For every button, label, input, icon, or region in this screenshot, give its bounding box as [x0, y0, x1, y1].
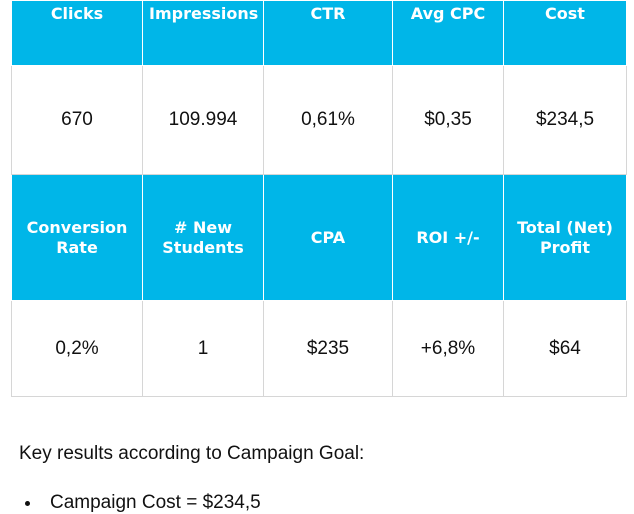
header-total-net-profit: Total (Net) Profit: [503, 174, 627, 301]
summary-heading: Key results according to Campaign Goal:: [19, 443, 365, 464]
header-line: Conversion: [26, 217, 128, 237]
header-roi: ROI +/-: [392, 174, 504, 301]
header-conversion-rate: Conversion Rate: [11, 174, 143, 301]
header-row: Clicks Impressions CTR Avg CPC Cost: [11, 0, 627, 66]
header-line: ROI +/-: [416, 227, 480, 247]
list-item-text: Campaign Cost = $234,5: [50, 492, 261, 513]
value-avg-cpc: $0,35: [392, 65, 504, 175]
value-cost: $234,5: [503, 65, 627, 175]
header-impressions: Impressions: [142, 0, 264, 66]
value-impressions: 109.994: [142, 65, 264, 175]
header-line: CPA: [310, 227, 346, 247]
header-line: Students: [162, 237, 244, 257]
value-conversion-rate: 0,2%: [11, 300, 143, 397]
value-row: 0,2% 1 $235 +6,8% $64: [11, 300, 627, 397]
value-new-students: 1: [142, 300, 264, 397]
list-item: Campaign Cost = $234,5: [19, 492, 261, 514]
value-row: 670 109.994 0,61% $0,35 $234,5: [11, 65, 627, 175]
header-row: Conversion Rate # New Students CPA ROI +…: [11, 174, 627, 301]
summary-list: Campaign Cost = $234,5: [19, 492, 261, 514]
metrics-table: Clicks Impressions CTR Avg CPC Cost 670 …: [11, 0, 627, 397]
header-line: # New: [174, 217, 232, 237]
value-total-net-profit: $64: [503, 300, 627, 397]
header-new-students: # New Students: [142, 174, 264, 301]
header-clicks: Clicks: [11, 0, 143, 66]
value-clicks: 670: [11, 65, 143, 175]
header-line: Profit: [539, 237, 591, 257]
header-cpa: CPA: [263, 174, 393, 301]
value-roi: +6,8%: [392, 300, 504, 397]
bullet-icon: [25, 501, 30, 506]
header-line: Total (Net): [517, 217, 613, 237]
value-cpa: $235: [263, 300, 393, 397]
header-cost: Cost: [503, 0, 627, 66]
header-avg-cpc: Avg CPC: [392, 0, 504, 66]
header-line: Rate: [56, 237, 98, 257]
header-ctr: CTR: [263, 0, 393, 66]
value-ctr: 0,61%: [263, 65, 393, 175]
